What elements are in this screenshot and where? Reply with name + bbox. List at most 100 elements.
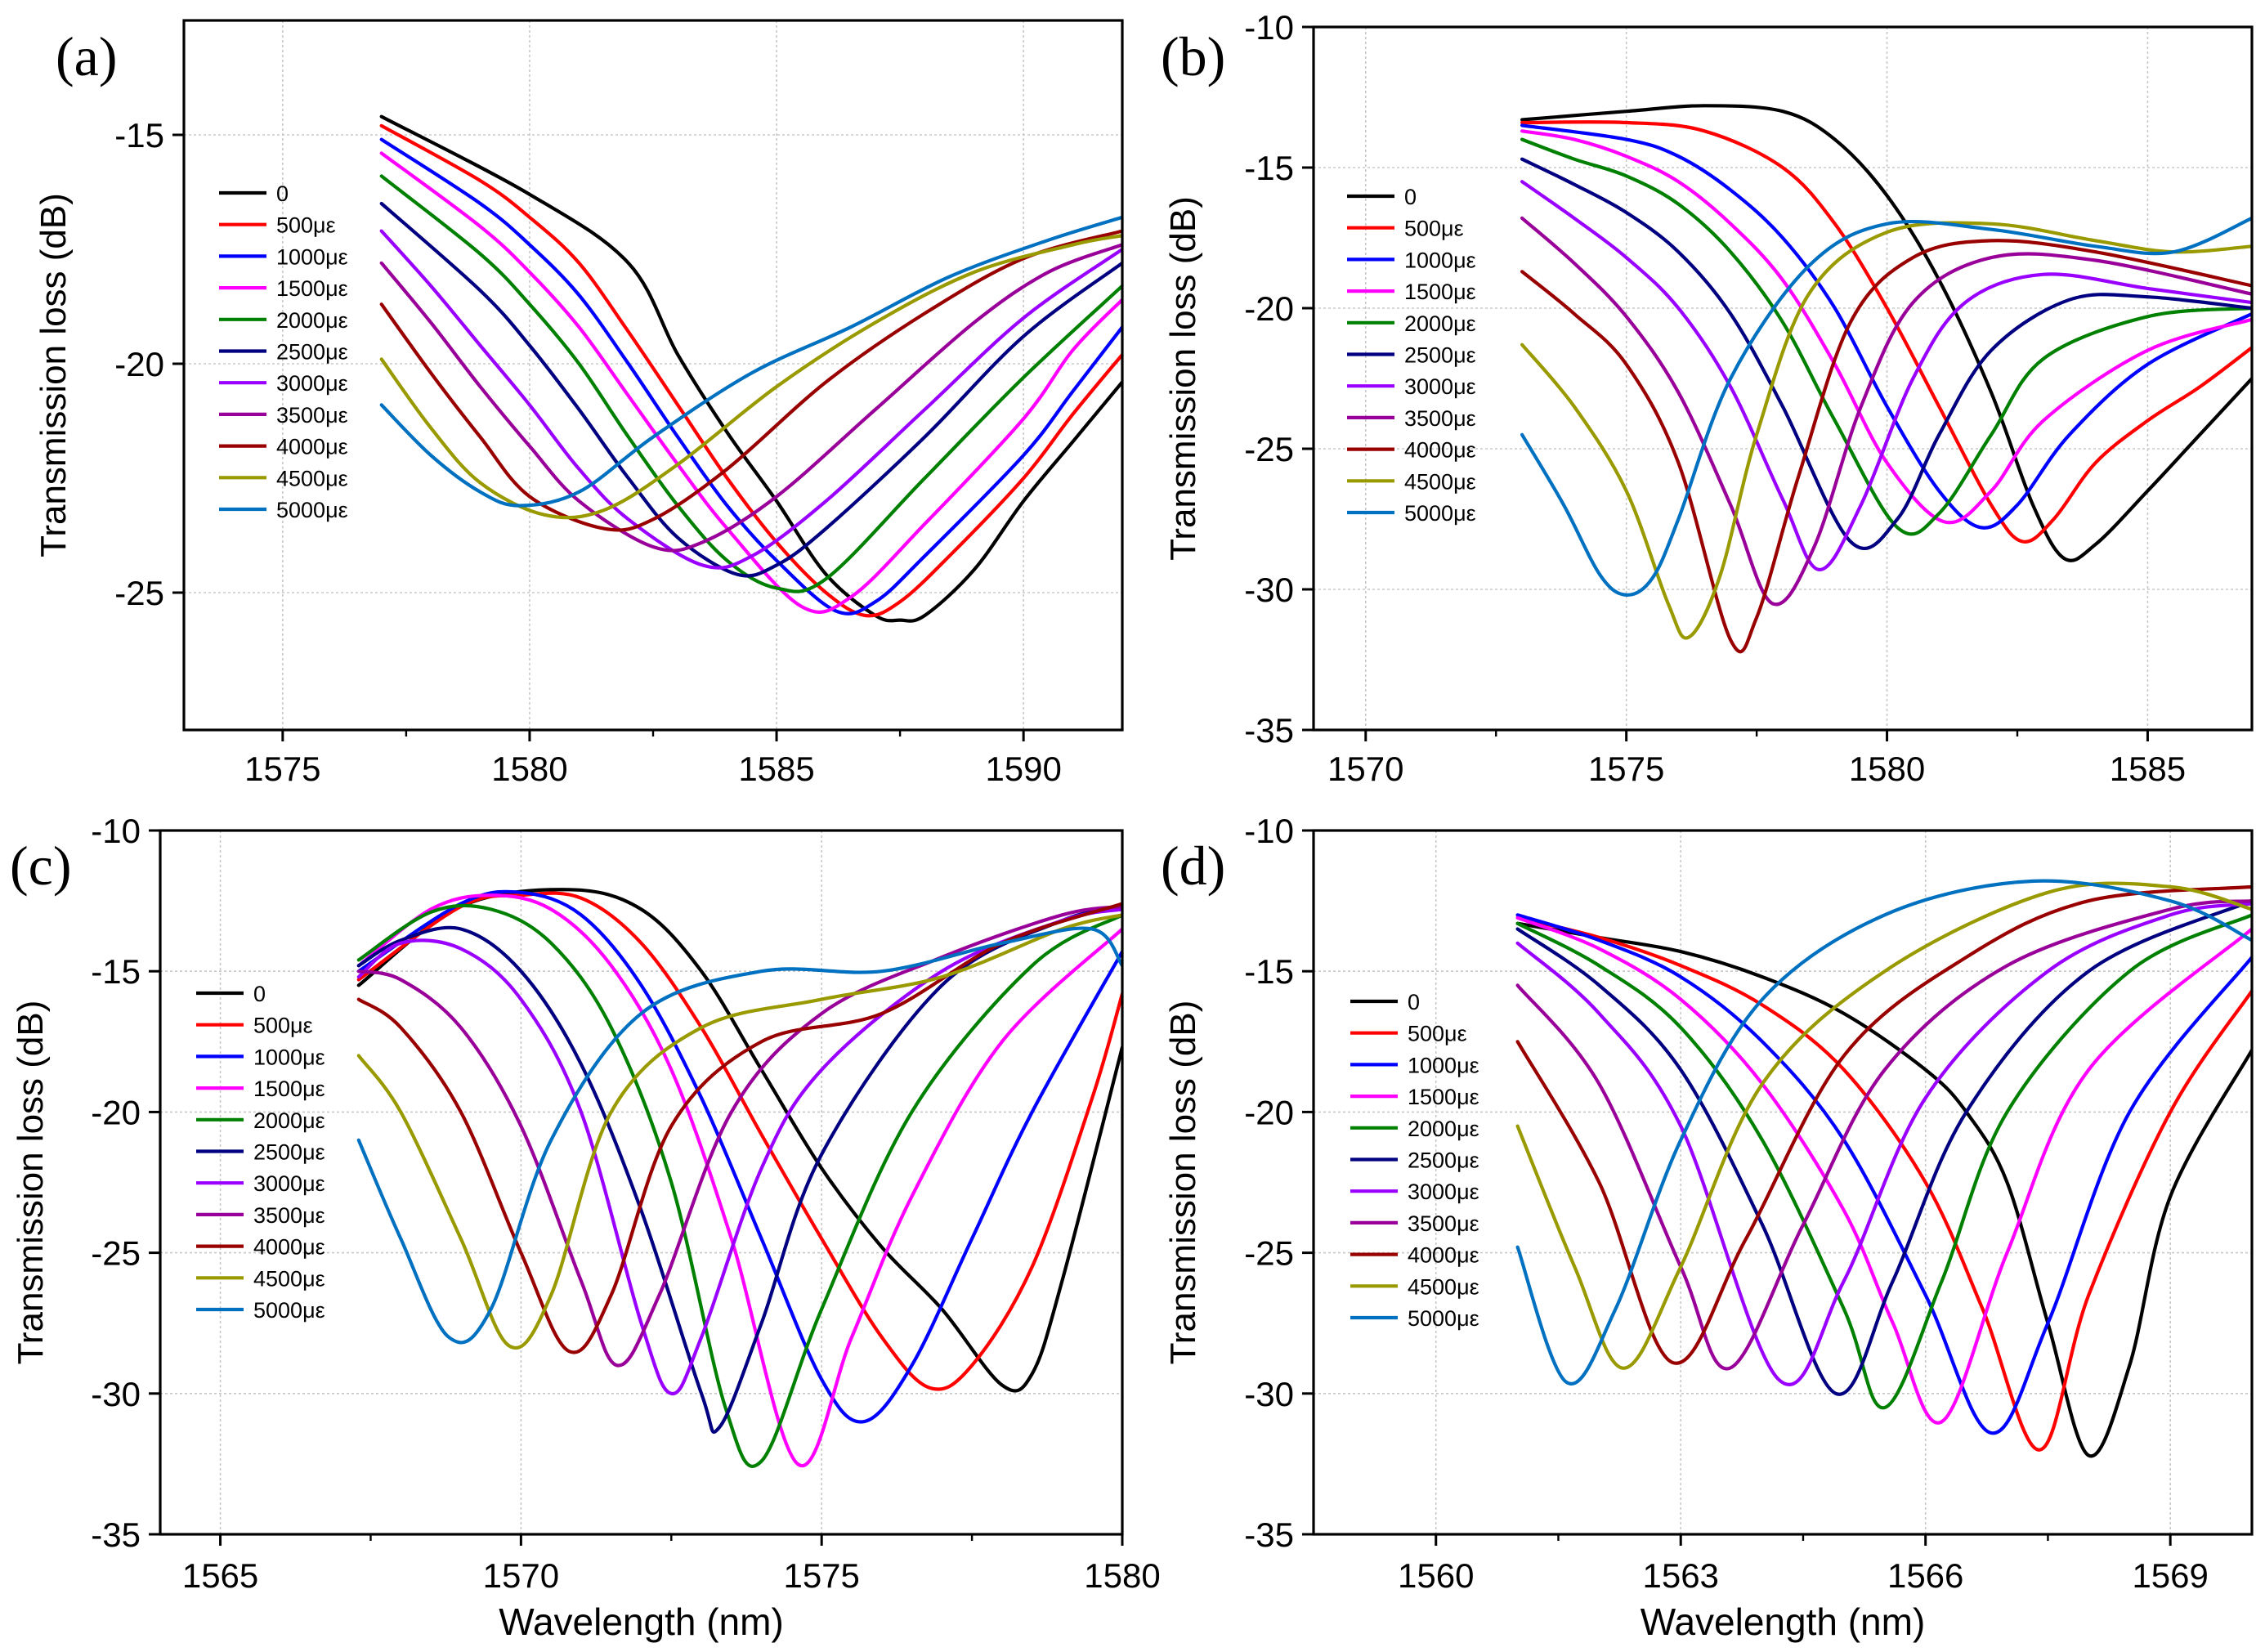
x-axis-label: Wavelength (nm)	[1641, 1601, 1926, 1643]
legend-entry: 500με	[276, 213, 336, 238]
series-line-a-6	[379, 229, 1122, 570]
series-line-b-2	[1520, 123, 2252, 530]
series-line-a-9	[379, 234, 1122, 520]
series-line-c-8	[356, 902, 1122, 1354]
plot-frame-d	[1312, 829, 2254, 1536]
legend-a: 0 500με 1000με 1500με 2000με 2500με 3000με 3500…	[219, 181, 348, 522]
legend-entry: 0	[253, 982, 266, 1006]
y-tick-label: -25	[91, 1234, 141, 1273]
series-line-a-3	[379, 151, 1122, 614]
y-axis-label: Transmission loss (dB)	[11, 1001, 51, 1365]
x-tick-label: 1569	[2132, 1556, 2208, 1595]
series-line-d-4	[1515, 913, 2252, 1410]
series-line-d-1	[1515, 916, 2252, 1452]
legend-entry: 2500με	[1408, 1148, 1479, 1173]
legend-entry: 4000με	[1408, 1243, 1479, 1268]
series-line-a-8	[379, 229, 1122, 532]
series-line-a-10	[379, 215, 1122, 508]
legend-entry: 5000με	[1408, 1306, 1479, 1331]
series-line-c-5	[356, 907, 1122, 1434]
legend-entry: 2000με	[1408, 1117, 1479, 1141]
legend-entry: 1500με	[276, 276, 348, 301]
legend-entry: 3500με	[253, 1203, 325, 1228]
series-line-c-0	[356, 888, 1122, 1393]
plot-frame-b	[1312, 25, 2254, 732]
series-line-a-7	[379, 243, 1122, 553]
y-tick-label: -35	[1244, 711, 1294, 750]
legend-entry: 1000με	[1408, 1053, 1479, 1077]
panel-c: 1565 1570 1575 1580 -10 -15 -20 -25 -30 -35 Transm…	[10, 812, 1161, 1643]
series-group-a	[379, 114, 1122, 623]
x-axis-label: Wavelength (nm)	[499, 1601, 784, 1643]
y-tick-label: -15	[91, 952, 141, 991]
y-tick-label: -20	[1244, 289, 1294, 328]
legend-entry: 0	[1404, 185, 1417, 209]
y-tick-label: -20	[1244, 1093, 1294, 1131]
legend-entry: 5000με	[1404, 501, 1476, 526]
legend-entry: 500με	[1404, 217, 1464, 241]
legend-entry: 3000με	[276, 371, 348, 396]
y-tick-label: -10	[91, 812, 141, 850]
y-tick-label: -25	[1244, 430, 1294, 468]
series-group-d	[1515, 879, 2252, 1458]
x-tick-label: 1570	[1327, 750, 1403, 788]
legend-entry: 3500με	[1404, 406, 1476, 431]
series-line-c-4	[356, 903, 1122, 1468]
legend-entry: 2000με	[1404, 311, 1476, 336]
series-line-d-2	[1515, 913, 2252, 1435]
legend-entry: 5000με	[276, 498, 348, 522]
legend-c: 0 500με 1000με 1500με 2000με 2500με 3000με 3500…	[196, 982, 325, 1323]
panel-label-a: (a)	[56, 25, 117, 87]
series-line-c-3	[356, 893, 1122, 1468]
series-line-d-9	[1515, 881, 2252, 1370]
y-tick-label: -10	[1244, 812, 1294, 850]
panel-a: 1575 1580 1585 1590 -15 -20 -25 Transmission lo…	[34, 19, 1124, 788]
x-tick-label: 1560	[1398, 1556, 1474, 1595]
series-line-c-10	[356, 926, 1122, 1345]
legend-b: 0 500με 1000με 1500με 2000με 2500με 3000με 3500…	[1347, 185, 1476, 526]
legend-entry: 2500με	[276, 340, 348, 365]
legend-entry: 0	[1408, 990, 1420, 1014]
y-tick-label: -25	[1244, 1234, 1294, 1273]
panel-b: 1570 1575 1580 1585 -10 -15 -20 -25 -30 -35 Transm…	[1161, 8, 2254, 788]
legend-entry: 3000με	[253, 1171, 325, 1196]
x-tick-label: 1575	[783, 1556, 859, 1595]
x-tick-label: 1585	[738, 750, 814, 788]
legend-entry: 1500με	[253, 1077, 325, 1101]
legend-entry: 4500με	[1404, 469, 1476, 494]
x-tick-label: 1580	[1084, 1556, 1160, 1595]
x-tick-label: 1566	[1887, 1556, 1963, 1595]
series-group-b	[1520, 104, 2252, 654]
y-axis-label: Transmission loss (dB)	[1163, 196, 1203, 561]
legend-entry: 2500με	[1404, 343, 1476, 368]
legend-entry: 3500με	[276, 403, 348, 428]
series-group-c	[356, 888, 1122, 1468]
y-tick-label: -15	[1244, 149, 1294, 187]
panel-label-d: (d)	[1161, 835, 1225, 897]
y-tick-label: -35	[1244, 1515, 1294, 1554]
y-tick-label: -15	[1244, 952, 1294, 991]
y-tick-label: -10	[1244, 8, 1294, 47]
legend-entry: 3000με	[1408, 1180, 1479, 1204]
series-line-b-1	[1520, 120, 2252, 544]
y-tick-label: -30	[91, 1375, 141, 1413]
series-line-b-3	[1520, 129, 2252, 525]
legend-entry: 4000με	[1404, 438, 1476, 463]
y-axis-label: Transmission loss (dB)	[1163, 1001, 1203, 1365]
y-axis-label: Transmission loss (dB)	[34, 193, 74, 557]
legend-entry: 2000με	[276, 308, 348, 333]
y-tick-label: -30	[1244, 1375, 1294, 1413]
panel-label-b: (b)	[1161, 25, 1225, 87]
x-tick-label: 1580	[491, 750, 567, 788]
legend-entry: 3500με	[1408, 1211, 1479, 1236]
series-line-b-5	[1520, 157, 2252, 550]
legend-entry: 4500με	[253, 1266, 325, 1291]
x-tick-label: 1590	[985, 750, 1061, 788]
legend-entry: 0	[276, 181, 289, 206]
legend-entry: 500με	[253, 1014, 313, 1038]
y-tick-label: -35	[91, 1515, 141, 1554]
y-tick-label: -20	[114, 345, 164, 383]
series-line-a-2	[379, 137, 1122, 616]
y-tick-label: -20	[91, 1093, 141, 1131]
